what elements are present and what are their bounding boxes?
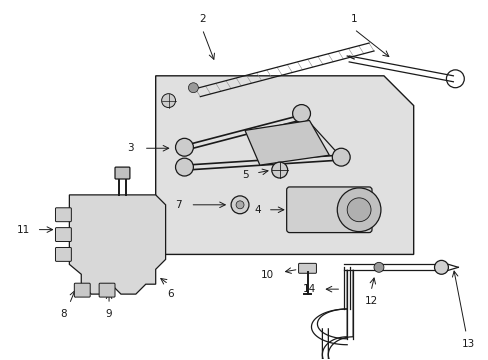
Text: 14: 14 bbox=[302, 284, 315, 294]
Polygon shape bbox=[244, 121, 328, 165]
Text: 3: 3 bbox=[127, 143, 134, 153]
Text: 12: 12 bbox=[364, 296, 377, 306]
Polygon shape bbox=[155, 76, 413, 255]
Text: 2: 2 bbox=[199, 14, 205, 24]
Circle shape bbox=[231, 196, 248, 214]
Text: 1: 1 bbox=[350, 14, 357, 24]
Text: 10: 10 bbox=[261, 270, 274, 280]
FancyBboxPatch shape bbox=[55, 228, 71, 242]
Circle shape bbox=[236, 201, 244, 209]
Circle shape bbox=[292, 105, 310, 122]
Circle shape bbox=[175, 138, 193, 156]
Circle shape bbox=[271, 162, 287, 178]
Circle shape bbox=[162, 94, 175, 108]
FancyBboxPatch shape bbox=[74, 283, 90, 297]
Text: 11: 11 bbox=[17, 225, 30, 235]
Text: 13: 13 bbox=[461, 339, 474, 349]
Circle shape bbox=[373, 262, 383, 272]
FancyBboxPatch shape bbox=[115, 167, 130, 179]
Text: 9: 9 bbox=[105, 309, 112, 319]
Text: 5: 5 bbox=[242, 170, 249, 180]
Text: 8: 8 bbox=[60, 309, 66, 319]
FancyBboxPatch shape bbox=[286, 187, 371, 233]
Circle shape bbox=[434, 260, 447, 274]
Polygon shape bbox=[69, 195, 165, 294]
Text: 7: 7 bbox=[175, 200, 182, 210]
Circle shape bbox=[175, 158, 193, 176]
Text: 4: 4 bbox=[254, 205, 261, 215]
Circle shape bbox=[332, 148, 349, 166]
Circle shape bbox=[346, 198, 370, 222]
FancyBboxPatch shape bbox=[55, 208, 71, 222]
Text: 6: 6 bbox=[167, 289, 174, 299]
Circle shape bbox=[337, 188, 380, 231]
FancyBboxPatch shape bbox=[55, 247, 71, 261]
Circle shape bbox=[188, 83, 198, 93]
FancyBboxPatch shape bbox=[99, 283, 115, 297]
FancyBboxPatch shape bbox=[298, 264, 316, 273]
